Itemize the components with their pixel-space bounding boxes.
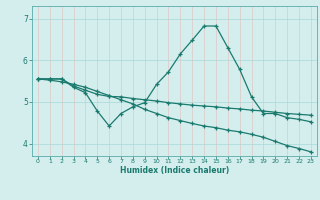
X-axis label: Humidex (Indice chaleur): Humidex (Indice chaleur) (120, 166, 229, 175)
